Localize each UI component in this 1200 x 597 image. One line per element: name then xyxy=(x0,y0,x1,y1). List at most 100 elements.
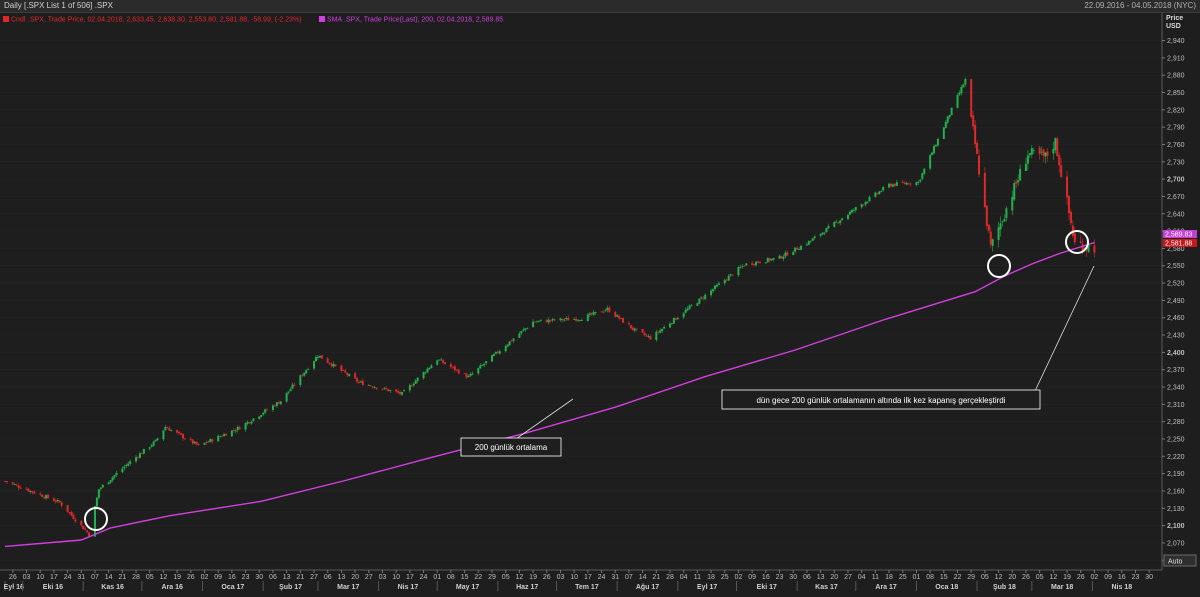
candle-body xyxy=(389,390,392,392)
y-tick-label: 2,730 xyxy=(1167,159,1185,166)
candle-body xyxy=(15,484,18,486)
candle-body xyxy=(794,247,797,252)
candle-body xyxy=(768,258,771,261)
candle-body xyxy=(551,318,554,321)
candle-body xyxy=(811,238,814,241)
candle-body xyxy=(917,181,920,183)
candle-body xyxy=(93,506,96,537)
x-month-label: Şub 18 xyxy=(993,584,1016,591)
candle-body xyxy=(258,416,261,420)
candle-body xyxy=(356,378,359,382)
x-day-label: 09 xyxy=(748,574,756,581)
candle-body xyxy=(758,262,761,263)
x-day-label: 20 xyxy=(351,574,359,581)
x-day-label: 30 xyxy=(789,574,797,581)
candle-body xyxy=(244,423,247,430)
candle-body xyxy=(755,261,758,266)
candle-body xyxy=(178,431,181,434)
candle-body xyxy=(209,439,212,442)
candle-body xyxy=(129,461,132,464)
x-day-label: 13 xyxy=(283,574,291,581)
price-chart[interactable]: Cndl .SPX, Trade Price, 02.04.2018, 2,63… xyxy=(0,13,1200,597)
candle-body xyxy=(739,267,742,268)
x-month-label: Nis 17 xyxy=(398,584,419,591)
candle-body xyxy=(1005,208,1008,219)
candle-body xyxy=(95,497,98,507)
x-month-label: Oca 18 xyxy=(935,584,958,591)
y-tick-label: 2,880 xyxy=(1167,73,1185,80)
candle-body xyxy=(848,211,851,215)
break-label-leader xyxy=(1034,265,1095,392)
candle-body xyxy=(375,387,378,389)
candle-body xyxy=(70,512,73,516)
candle-body xyxy=(909,183,912,185)
candle-body xyxy=(573,319,576,320)
y-tick-label: 2,220 xyxy=(1167,454,1185,461)
candle-body xyxy=(189,438,192,440)
candle-body xyxy=(647,336,650,337)
x-day-label: 11 xyxy=(872,574,879,581)
auto-scale-button[interactable] xyxy=(1163,554,1197,567)
candle-body xyxy=(289,389,292,392)
candle-body xyxy=(620,318,623,319)
candle-body xyxy=(764,262,767,264)
x-day-label: 01 xyxy=(433,574,441,581)
candle-body xyxy=(299,375,302,385)
x-day-label: 08 xyxy=(447,574,455,581)
x-day-label: 24 xyxy=(64,574,72,581)
candle-body xyxy=(223,434,226,437)
x-day-label: 19 xyxy=(529,574,537,581)
candle-body xyxy=(1038,147,1041,154)
chart-background xyxy=(0,13,1200,597)
candle-body xyxy=(101,484,104,488)
candle-body xyxy=(305,370,308,374)
candle-body xyxy=(107,482,110,485)
x-day-label: 27 xyxy=(310,574,318,581)
candle-body xyxy=(532,321,535,328)
candle-body xyxy=(545,320,548,323)
candle-body xyxy=(657,331,660,333)
candle-body xyxy=(424,372,427,374)
candle-body xyxy=(537,320,540,322)
candle-body xyxy=(314,357,317,362)
candle-body xyxy=(410,385,413,387)
candle-body xyxy=(915,182,918,186)
candle-body xyxy=(608,307,611,313)
candle-body xyxy=(41,494,44,498)
candle-body xyxy=(11,482,14,484)
candle-body xyxy=(340,365,343,371)
candle-body xyxy=(221,436,224,438)
candle-body xyxy=(205,442,208,443)
candle-body xyxy=(430,365,433,369)
candle-body xyxy=(1024,163,1027,171)
candle-body xyxy=(780,256,783,259)
candle-body xyxy=(58,500,61,503)
candle-body xyxy=(440,359,443,361)
candle-body xyxy=(1026,155,1029,164)
x-day-label: 06 xyxy=(324,574,332,581)
candle-body xyxy=(731,274,734,276)
y-tick-label: 2,940 xyxy=(1167,38,1185,45)
candle-body xyxy=(136,457,139,459)
candle-body xyxy=(387,389,390,392)
candle-body xyxy=(412,383,415,386)
x-month-label: Kas 17 xyxy=(815,584,838,591)
x-day-label: 01 xyxy=(913,574,921,581)
x-day-label: 27 xyxy=(365,574,373,581)
candle-body xyxy=(580,320,583,322)
candle-body xyxy=(469,374,472,377)
candle-body xyxy=(782,256,785,259)
candle-body xyxy=(422,372,425,379)
candle-body xyxy=(342,370,345,371)
candle-body xyxy=(823,232,826,234)
x-month-label: Ara 16 xyxy=(162,584,184,591)
candle-body xyxy=(602,311,605,313)
time-axis[interactable]: 26 03 10 17 24 31 07 14 21 28 05 12 19 26 02 09 16 23 30 06… xyxy=(0,569,1162,591)
x-day-label: 03 xyxy=(23,574,31,581)
x-month-label: Ağu 17 xyxy=(636,584,659,591)
candle-body xyxy=(248,422,251,424)
candle-body xyxy=(800,245,803,250)
candle-body xyxy=(950,107,953,116)
x-day-label: 06 xyxy=(803,574,811,581)
candle-body xyxy=(66,505,69,512)
